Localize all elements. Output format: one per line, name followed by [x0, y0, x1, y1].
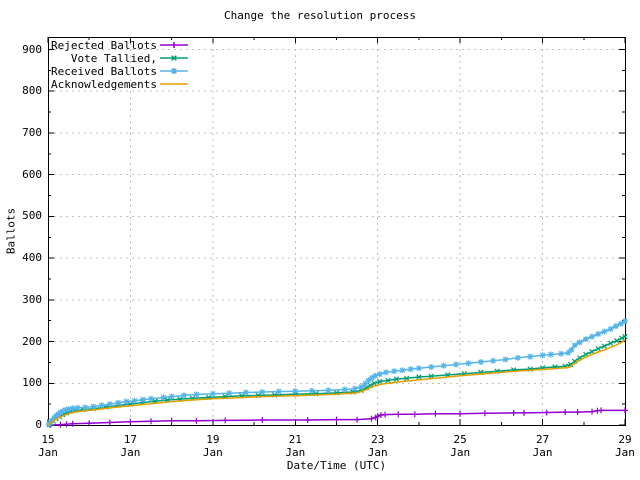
series-line-0	[50, 409, 625, 426]
y-tick-label: 700	[22, 125, 42, 139]
legend-item-label: Rejected Ballots	[51, 39, 157, 52]
x-tick-label: 17 Jan	[120, 433, 141, 459]
x-tick-label: 19 Jan	[202, 433, 223, 459]
y-tick-label: 800	[22, 84, 42, 98]
legend-item-label: Vote Tallied,	[70, 52, 157, 65]
y-tick-label: 0	[35, 418, 42, 431]
y-tick-label: 300	[22, 292, 42, 306]
chart-title: Change the resolution process	[223, 9, 417, 22]
y-tick-label: 500	[22, 209, 42, 223]
y-tick-label: 400	[22, 251, 42, 265]
legend-sample-0	[160, 42, 188, 48]
series-line-1	[48, 335, 626, 426]
x-tick-label: 21 Jan	[285, 433, 306, 459]
series-markers-2	[45, 318, 628, 428]
x-axis-title: Date/Time (UTC)	[286, 459, 387, 472]
y-tick-label: 200	[22, 334, 42, 348]
x-tick-label: 25 Jan	[450, 433, 471, 459]
series-line-2	[48, 320, 626, 425]
legend-item-label: Received Ballots	[51, 65, 157, 78]
legend-item-label: Acknowledgements	[51, 78, 157, 91]
x-tick-label: 15 Jan	[38, 433, 58, 459]
plot-border	[48, 37, 626, 426]
grid-lines	[48, 37, 625, 425]
x-tick-label: 23 Jan	[367, 433, 388, 459]
x-tick-label: 29 Jan	[615, 433, 635, 459]
legend-sample-1	[160, 55, 188, 61]
x-tick-label: 27 Jan	[532, 433, 553, 459]
axis-ticks	[47, 37, 626, 426]
legend-sample-2	[160, 68, 188, 74]
y-tick-label: 100	[22, 376, 42, 390]
series-markers-0	[47, 407, 628, 428]
series-line-3	[47, 339, 626, 426]
y-tick-label: 600	[22, 167, 42, 181]
y-tick-label: 900	[22, 42, 42, 56]
